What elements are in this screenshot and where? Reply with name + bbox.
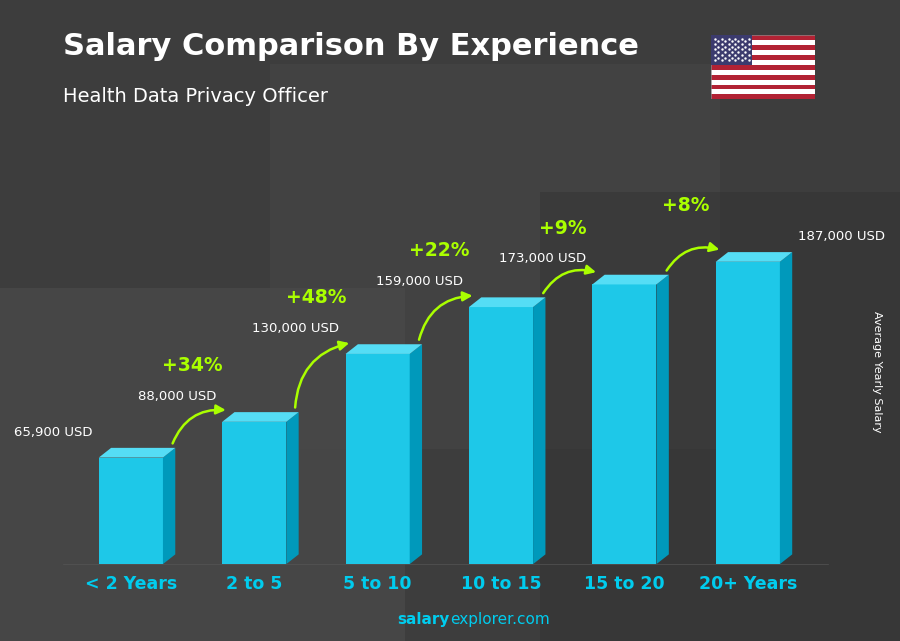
Text: +22%: +22% xyxy=(410,241,470,260)
Polygon shape xyxy=(99,458,163,564)
Text: +9%: +9% xyxy=(539,219,587,238)
Bar xyxy=(711,90,814,94)
Text: +8%: +8% xyxy=(662,196,710,215)
Text: Salary Comparison By Experience: Salary Comparison By Experience xyxy=(63,32,639,61)
Polygon shape xyxy=(716,252,792,262)
Bar xyxy=(711,40,814,45)
Polygon shape xyxy=(469,307,533,564)
Bar xyxy=(540,192,900,641)
Bar xyxy=(711,79,814,85)
Bar xyxy=(711,65,814,70)
Text: 65,900 USD: 65,900 USD xyxy=(14,426,93,438)
Text: 187,000 USD: 187,000 USD xyxy=(798,230,886,243)
Text: 88,000 USD: 88,000 USD xyxy=(138,390,216,403)
Polygon shape xyxy=(346,354,410,564)
Bar xyxy=(270,64,720,449)
Bar xyxy=(711,85,814,90)
Text: Health Data Privacy Officer: Health Data Privacy Officer xyxy=(63,87,328,106)
Bar xyxy=(711,75,814,79)
Bar xyxy=(711,50,814,55)
Text: explorer.com: explorer.com xyxy=(450,612,550,627)
Polygon shape xyxy=(780,252,792,564)
Polygon shape xyxy=(533,297,545,564)
Polygon shape xyxy=(346,344,422,354)
Polygon shape xyxy=(716,262,780,564)
Text: salary: salary xyxy=(398,612,450,627)
Polygon shape xyxy=(222,412,299,422)
Polygon shape xyxy=(222,422,286,564)
Polygon shape xyxy=(286,412,299,564)
Polygon shape xyxy=(656,275,669,564)
Bar xyxy=(0,288,405,641)
Polygon shape xyxy=(592,285,656,564)
Polygon shape xyxy=(469,297,545,307)
Bar xyxy=(711,70,814,75)
Bar xyxy=(711,45,814,50)
Text: +48%: +48% xyxy=(285,288,346,307)
Polygon shape xyxy=(99,448,176,458)
Text: 159,000 USD: 159,000 USD xyxy=(376,275,463,288)
Polygon shape xyxy=(410,344,422,564)
Text: 130,000 USD: 130,000 USD xyxy=(252,322,339,335)
Bar xyxy=(711,35,814,40)
Text: 173,000 USD: 173,000 USD xyxy=(499,253,586,265)
Bar xyxy=(711,55,814,60)
Bar xyxy=(711,35,752,65)
Text: Average Yearly Salary: Average Yearly Salary xyxy=(872,311,883,433)
Bar xyxy=(711,60,814,65)
Polygon shape xyxy=(592,275,669,285)
Polygon shape xyxy=(163,448,176,564)
Text: +34%: +34% xyxy=(162,356,223,375)
Bar xyxy=(711,94,814,99)
